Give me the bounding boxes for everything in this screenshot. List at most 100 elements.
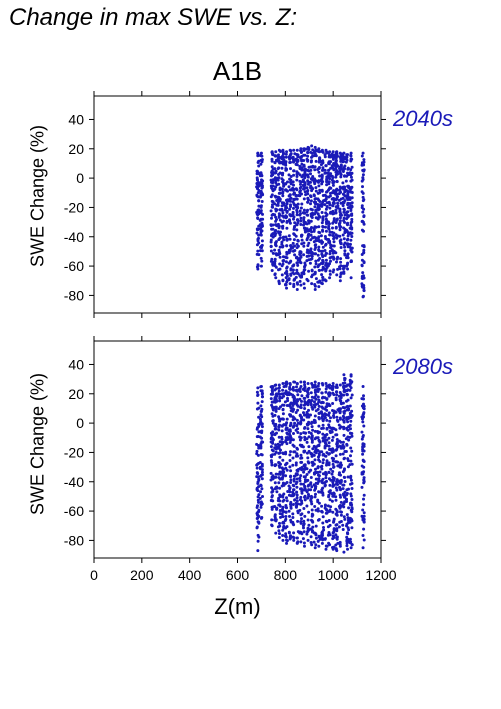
- data-point: [300, 517, 303, 521]
- data-point: [345, 538, 349, 542]
- data-point: [349, 373, 353, 377]
- data-point: [302, 530, 306, 534]
- data-point: [332, 465, 336, 469]
- data-point: [296, 519, 300, 523]
- data-point: [306, 382, 310, 386]
- x-tick-label: 600: [226, 567, 250, 583]
- data-point: [285, 481, 289, 484]
- data-point: [281, 521, 285, 525]
- data-point: [283, 400, 287, 404]
- data-point: [273, 202, 277, 206]
- data-point: [361, 413, 365, 417]
- data-point: [289, 474, 293, 478]
- data-point: [310, 440, 314, 444]
- data-point: [318, 430, 321, 434]
- data-point: [296, 469, 300, 473]
- data-point: [270, 216, 273, 220]
- data-point: [261, 495, 264, 498]
- data-point: [361, 458, 365, 462]
- data-point: [330, 164, 334, 168]
- data-point: [349, 508, 353, 512]
- data-point: [338, 188, 342, 192]
- data-point: [324, 225, 327, 229]
- data-point: [342, 515, 346, 519]
- data-point: [292, 479, 296, 483]
- data-point: [332, 244, 336, 248]
- data-point: [316, 500, 320, 504]
- data-point: [273, 213, 277, 217]
- data-point: [274, 422, 278, 426]
- data-point: [324, 211, 328, 215]
- data-point: [298, 191, 302, 195]
- data-point: [299, 216, 303, 220]
- data-point: [310, 519, 314, 523]
- data-point: [260, 200, 264, 203]
- data-point: [280, 155, 284, 158]
- data-point: [270, 498, 273, 502]
- data-point: [342, 393, 346, 397]
- data-point: [277, 476, 281, 480]
- data-point: [256, 267, 260, 271]
- data-point: [338, 171, 342, 175]
- data-point: [271, 419, 275, 423]
- data-point: [327, 436, 331, 440]
- data-point: [287, 261, 291, 265]
- data-point: [345, 405, 349, 409]
- data-point: [257, 181, 261, 185]
- data-point: [321, 461, 325, 465]
- data-point: [312, 227, 316, 231]
- data-point: [309, 401, 313, 405]
- data-point: [323, 267, 327, 271]
- data-point: [309, 165, 313, 169]
- data-point: [273, 516, 277, 519]
- data-point: [280, 209, 284, 212]
- data-point: [349, 419, 353, 423]
- data-point: [307, 251, 311, 255]
- data-point: [310, 508, 314, 512]
- data-point: [299, 415, 303, 419]
- data-point: [332, 483, 336, 487]
- data-point: [339, 513, 343, 517]
- data-point: [317, 438, 321, 442]
- data-point: [270, 193, 274, 197]
- data-point: [295, 541, 299, 545]
- data-point: [311, 447, 315, 451]
- data-point: [317, 147, 321, 151]
- data-point: [318, 188, 322, 192]
- data-point: [361, 210, 365, 214]
- data-point: [309, 527, 313, 531]
- data-point: [296, 263, 300, 267]
- data-point: [313, 400, 316, 404]
- data-point: [304, 431, 307, 435]
- data-point: [323, 168, 327, 172]
- data-point: [293, 498, 297, 502]
- data-point: [325, 479, 328, 483]
- data-point: [321, 245, 325, 249]
- data-point: [327, 413, 331, 417]
- data-point: [282, 152, 285, 156]
- data-point: [323, 503, 327, 507]
- data-point: [349, 153, 353, 157]
- y-tick-label: -60: [64, 258, 84, 274]
- data-point: [310, 282, 314, 286]
- data-point: [260, 473, 264, 477]
- data-point: [338, 219, 342, 223]
- data-point: [303, 261, 307, 265]
- data-point: [318, 200, 322, 203]
- data-point: [288, 382, 292, 386]
- data-point: [334, 498, 338, 502]
- data-point: [281, 178, 285, 182]
- data-point: [346, 153, 350, 157]
- data-point: [336, 267, 340, 271]
- data-point: [273, 167, 277, 171]
- data-point: [281, 403, 285, 407]
- data-point: [329, 467, 333, 471]
- data-point: [305, 238, 309, 242]
- figure-title: Change in max SWE vs. Z:: [9, 4, 298, 31]
- data-point: [306, 478, 310, 482]
- data-point: [331, 255, 335, 259]
- data-point: [277, 535, 281, 539]
- data-point: [303, 485, 307, 489]
- data-point: [270, 494, 274, 498]
- data-point: [255, 526, 259, 530]
